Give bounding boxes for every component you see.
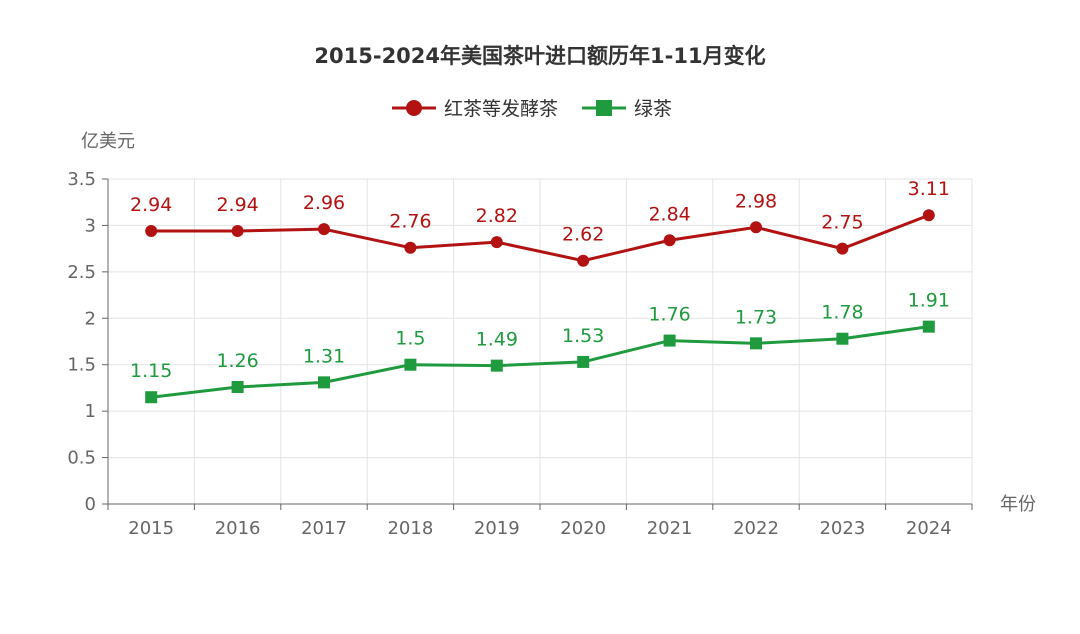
data-label: 1.73 bbox=[735, 306, 777, 328]
x-tick-label: 2018 bbox=[387, 518, 433, 539]
data-label: 1.53 bbox=[562, 325, 604, 347]
y-tick-label: 3 bbox=[85, 215, 96, 236]
x-axis-label: 年份 bbox=[1000, 494, 1036, 515]
data-point bbox=[922, 209, 935, 222]
x-tick-label: 2021 bbox=[647, 518, 693, 539]
legend: 红茶等发酵茶 绿茶 bbox=[392, 98, 672, 120]
y-tick-label: 0 bbox=[85, 494, 96, 515]
y-tick-label: 3.5 bbox=[67, 169, 96, 190]
y-tick-label: 2 bbox=[85, 308, 96, 329]
y-tick-label: 0.5 bbox=[67, 448, 96, 469]
data-label: 2.82 bbox=[476, 205, 518, 227]
data-label: 1.26 bbox=[216, 350, 258, 372]
data-label: 2.98 bbox=[735, 190, 777, 212]
x-tick-label: 2016 bbox=[215, 518, 261, 539]
data-point bbox=[318, 223, 330, 236]
x-tick-label: 2020 bbox=[560, 518, 606, 539]
data-label: 2.94 bbox=[130, 194, 172, 216]
data-point bbox=[404, 358, 417, 371]
data-point bbox=[490, 359, 503, 372]
data-label: 1.76 bbox=[648, 304, 690, 326]
series-line bbox=[151, 325, 930, 399]
x-tick-label: 2023 bbox=[819, 518, 865, 539]
data-point bbox=[231, 225, 244, 237]
data-point bbox=[922, 320, 935, 333]
data-point bbox=[750, 221, 762, 234]
data-point bbox=[490, 236, 503, 249]
data-label: 3.11 bbox=[908, 178, 950, 200]
data-point bbox=[231, 381, 244, 393]
data-point bbox=[404, 241, 417, 254]
data-label: 2.75 bbox=[821, 212, 863, 234]
legend-label: 绿茶 bbox=[634, 98, 672, 120]
data-label: 2.62 bbox=[562, 224, 604, 246]
x-tick-label: 2022 bbox=[733, 518, 779, 539]
data-label: 1.31 bbox=[303, 345, 345, 367]
data-point bbox=[836, 332, 849, 345]
data-label: 1.15 bbox=[130, 360, 172, 382]
data-label: 1.49 bbox=[476, 329, 518, 351]
data-point bbox=[836, 242, 849, 255]
data-label: 1.91 bbox=[908, 290, 950, 312]
data-point bbox=[750, 337, 762, 350]
x-tick-label: 2017 bbox=[301, 518, 347, 539]
data-point bbox=[577, 254, 590, 267]
data-point bbox=[663, 234, 676, 247]
data-label: 2.76 bbox=[389, 211, 431, 233]
legend-label: 红茶等发酵茶 bbox=[444, 98, 558, 120]
data-point bbox=[577, 355, 590, 368]
y-tick-label: 1.5 bbox=[67, 355, 96, 376]
data-label: 2.94 bbox=[216, 194, 258, 216]
legend-marker-circle bbox=[406, 100, 422, 116]
legend-marker-square bbox=[596, 100, 613, 116]
y-tick-label: 2.5 bbox=[67, 262, 96, 283]
data-label: 1.78 bbox=[821, 302, 863, 324]
data-point bbox=[663, 334, 676, 347]
series-line bbox=[151, 213, 930, 263]
y-axis-label: 亿美元 bbox=[81, 131, 135, 152]
data-label: 2.96 bbox=[303, 192, 345, 214]
data-label: 2.84 bbox=[648, 203, 690, 225]
chart-title: 2015-2024年美国茶叶进口额历年1-11月变化 bbox=[314, 44, 765, 68]
x-tick-label: 2024 bbox=[906, 518, 952, 539]
data-label: 1.5 bbox=[395, 328, 425, 350]
data-point bbox=[145, 391, 158, 404]
y-tick-label: 1 bbox=[85, 401, 96, 422]
x-tick-label: 2015 bbox=[128, 518, 174, 539]
data-point bbox=[145, 225, 158, 237]
x-tick-label: 2019 bbox=[474, 518, 520, 539]
data-point bbox=[318, 376, 330, 389]
